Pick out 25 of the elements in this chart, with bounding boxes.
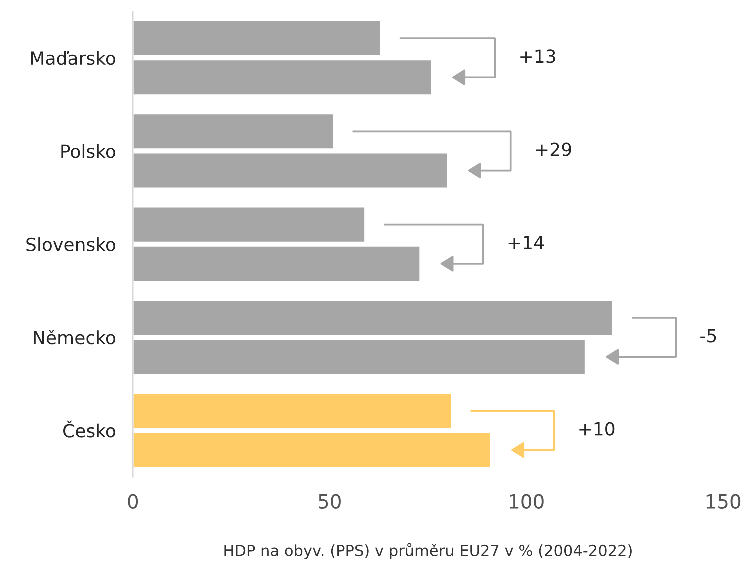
x-tick-label: 150 — [706, 494, 741, 509]
annotation: +10 — [580, 422, 615, 436]
bar — [133, 113, 334, 150]
annotation: +14 — [508, 236, 544, 250]
x-tick-label: 50 — [318, 494, 341, 509]
bar — [133, 152, 449, 190]
x-tick-label: 0 — [128, 494, 138, 509]
y-tick-label: Polsko — [62, 144, 116, 158]
bar — [133, 392, 453, 430]
y-tick-label: Slovensko — [26, 238, 116, 252]
annotation: +29 — [536, 142, 572, 156]
annotation: -5 — [700, 329, 716, 343]
x-tick-label: 100 — [510, 494, 544, 509]
y-tick-label: Německo — [34, 330, 116, 345]
bar — [133, 338, 586, 376]
bar — [133, 59, 433, 96]
bar — [133, 206, 366, 244]
bar — [133, 300, 614, 336]
x-axis-title: HDP na obyv. (PPS) v průměru EU27 v % (2004-2022) — [224, 543, 632, 560]
bar — [133, 20, 382, 57]
bar — [133, 432, 492, 469]
y-tick-label: Maďarsko — [31, 51, 116, 66]
bar — [133, 246, 422, 282]
annotation: +13 — [520, 50, 556, 64]
y-tick-label: Česko — [64, 420, 116, 438]
